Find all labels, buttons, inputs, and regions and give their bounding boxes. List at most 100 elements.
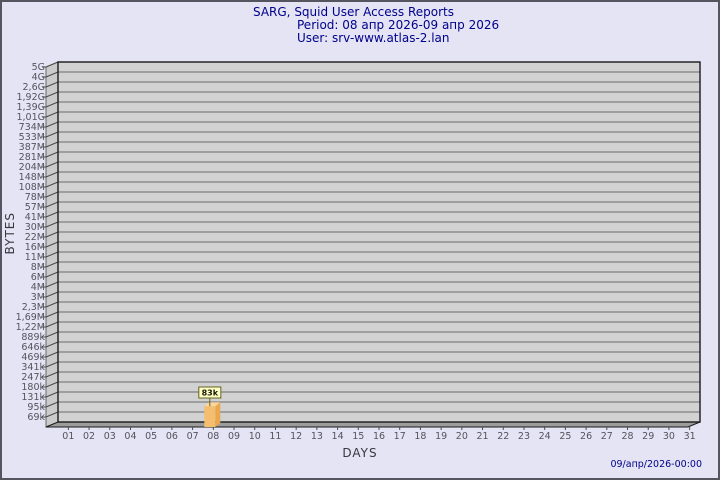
x-tick-label: 30 [663, 431, 675, 442]
report-timestamp: 09/апр/2026-00:00 [610, 459, 702, 470]
x-tick-label: 04 [124, 431, 136, 442]
x-tick-label: 09 [228, 431, 240, 442]
wall-gridline [45, 121, 59, 128]
chart-period: Period: 08 апр 2026-09 апр 2026 [297, 18, 500, 32]
wall-gridline [45, 61, 59, 68]
y-tick-label: 4M [31, 282, 45, 293]
y-tick-label: 889k [21, 332, 45, 343]
y-tick-label: 2,6G [23, 82, 45, 93]
x-tick-label: 08 [207, 431, 219, 442]
wall-gridline [45, 401, 59, 408]
x-tick-label: 22 [497, 431, 509, 442]
wall-gridline [45, 281, 59, 288]
wall-gridline [45, 151, 59, 158]
wall-gridline [45, 291, 59, 298]
y-tick-label: 41M [25, 212, 45, 223]
x-tick-label: 26 [580, 431, 592, 442]
x-tick-label: 20 [456, 431, 468, 442]
y-tick-label: 646k [21, 342, 45, 353]
y-tick-label: 387M [19, 142, 45, 153]
x-tick-label: 21 [477, 431, 489, 442]
x-tick-label: 07 [187, 431, 199, 442]
bar-side-face [215, 402, 221, 427]
wall-gridline [45, 191, 59, 198]
x-tick-label: 25 [559, 431, 571, 442]
y-tick-label: 1,39G [16, 102, 45, 113]
y-tick-label: 1,92G [16, 92, 45, 103]
y-tick-label: 1,22M [16, 322, 45, 333]
y-tick-label: 108M [19, 182, 45, 193]
y-tick-label: 281M [19, 152, 45, 163]
wall-gridline [45, 341, 59, 348]
wall-gridline [45, 101, 59, 108]
y-tick-label: 1,01G [16, 112, 45, 123]
x-tick-label: 29 [642, 431, 654, 442]
y-tick-label: 6M [31, 272, 45, 283]
y-tick-label: 11M [25, 252, 45, 263]
y-tick-label: 148M [19, 172, 45, 183]
x-tick-label: 14 [332, 431, 344, 442]
bar-top-face [204, 402, 221, 407]
y-tick-label: 131k [21, 392, 45, 403]
y-tick-label: 3M [31, 292, 45, 303]
y-tick-label: 341k [21, 362, 45, 373]
wall-gridline [45, 161, 59, 168]
wall-gridline [45, 131, 59, 138]
wall-gridline [45, 361, 59, 368]
wall-gridline [45, 311, 59, 318]
x-tick-label: 03 [104, 431, 116, 442]
x-tick-label: 27 [601, 431, 613, 442]
y-tick-label: 469k [21, 352, 45, 363]
wall-gridline [45, 331, 59, 338]
x-tick-label: 31 [684, 431, 696, 442]
wall-gridline [45, 271, 59, 278]
x-tick-label: 17 [394, 431, 406, 442]
x-tick-label: 16 [373, 431, 385, 442]
y-tick-label: 30M [25, 222, 45, 233]
x-tick-label: 18 [414, 431, 426, 442]
wall-gridline [45, 91, 59, 98]
wall-gridline [45, 231, 59, 238]
y-tick-label: 16M [25, 242, 45, 253]
wall-gridline [45, 141, 59, 148]
y-tick-label: 57M [25, 202, 45, 213]
y-tick-label: 8M [31, 262, 45, 273]
wall-gridline [45, 381, 59, 388]
y-tick-label: 204M [19, 162, 45, 173]
bar [204, 406, 216, 427]
wall-gridline [45, 221, 59, 228]
wall-gridline [45, 81, 59, 88]
x-tick-label: 28 [621, 431, 633, 442]
y-tick-label: 69k [27, 412, 45, 423]
y-tick-label: 22M [25, 232, 45, 243]
wall-gridline [45, 411, 59, 418]
wall-gridline [45, 351, 59, 358]
x-tick-label: 15 [352, 431, 364, 442]
y-tick-label: 734M [19, 122, 45, 133]
wall-gridline [45, 371, 59, 378]
x-tick-label: 01 [62, 431, 74, 442]
x-tick-label: 11 [269, 431, 281, 442]
wall-gridline [45, 171, 59, 178]
x-tick-label: 13 [311, 431, 323, 442]
wall-gridline [45, 211, 59, 218]
x-tick-label: 02 [83, 431, 95, 442]
wall-gridline [45, 251, 59, 258]
y-tick-label: 4G [32, 72, 45, 83]
y-tick-label: 78M [25, 192, 45, 203]
y-tick-label: 1,69M [16, 312, 45, 323]
x-tick-label: 19 [435, 431, 447, 442]
bar-value-label: 83k [202, 389, 219, 398]
wall-gridline [45, 241, 59, 248]
value-tooltip [198, 386, 222, 399]
y-tick-label: 2,3M [22, 302, 45, 313]
x-tick-label: 06 [166, 431, 178, 442]
chart-user: User: srv-www.atlas-2.lan [297, 31, 450, 45]
plot-border [57, 61, 701, 423]
y-tick-label: 247k [21, 372, 45, 383]
y-tick-label: 5G [32, 62, 45, 73]
x-tick-label: 05 [145, 431, 157, 442]
x-tick-label: 24 [539, 431, 551, 442]
wall-gridline [45, 201, 59, 208]
